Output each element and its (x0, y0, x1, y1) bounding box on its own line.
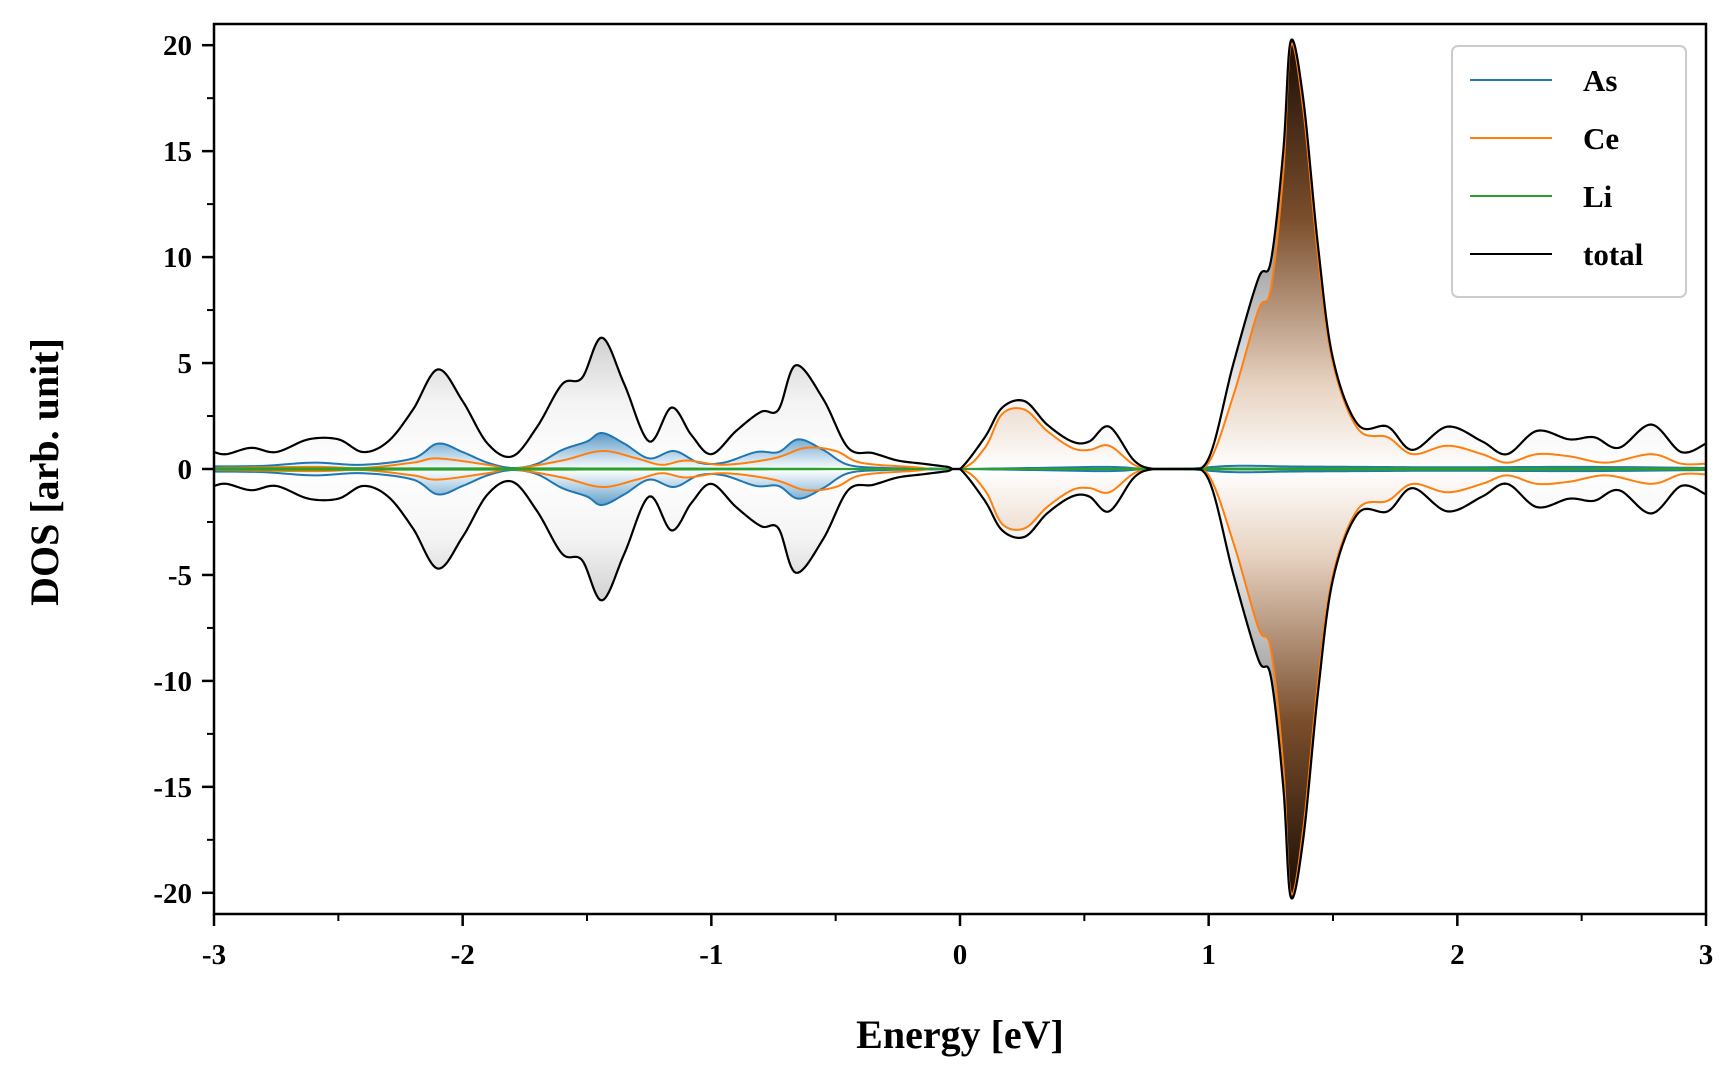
x-axis-label: Energy [eV] (856, 1012, 1064, 1057)
y-tick-label: 20 (163, 30, 192, 62)
y-tick-label: -20 (153, 878, 192, 910)
x-tick-label: 1 (1201, 939, 1216, 971)
x-tick-label: 2 (1450, 939, 1465, 971)
y-axis: -20 -15 -10 -5 0 5 10 15 20 (153, 30, 214, 910)
legend: As Ce Li total (1451, 45, 1687, 298)
legend-label-total: total (1583, 237, 1644, 272)
y-axis-label: DOS [arb. unit] (22, 338, 67, 606)
x-tick-label: -3 (202, 939, 226, 971)
legend-label-as: As (1583, 63, 1617, 98)
y-tick-label: 10 (163, 242, 192, 274)
line-ce-up (214, 42, 1706, 470)
y-tick-label: 15 (163, 136, 192, 168)
legend-label-ce: Ce (1583, 121, 1619, 156)
series-lines (214, 38, 1706, 900)
x-tick-label: -2 (451, 939, 475, 971)
line-ce-down (214, 468, 1706, 896)
y-tick-label: -15 (153, 772, 192, 804)
x-axis: -3 -2 -1 0 1 2 3 (202, 914, 1713, 971)
x-tick-label: -1 (699, 939, 723, 971)
y-tick-label: -10 (153, 666, 192, 698)
y-tick-label: -5 (168, 560, 192, 592)
x-tick-label: 3 (1699, 939, 1714, 971)
line-total-down (214, 467, 1706, 900)
legend-label-li: Li (1583, 179, 1613, 214)
legend-box (1451, 45, 1687, 298)
y-tick-label: 0 (178, 454, 193, 486)
y-tick-label: 5 (178, 348, 193, 380)
x-tick-label: 0 (953, 939, 968, 971)
